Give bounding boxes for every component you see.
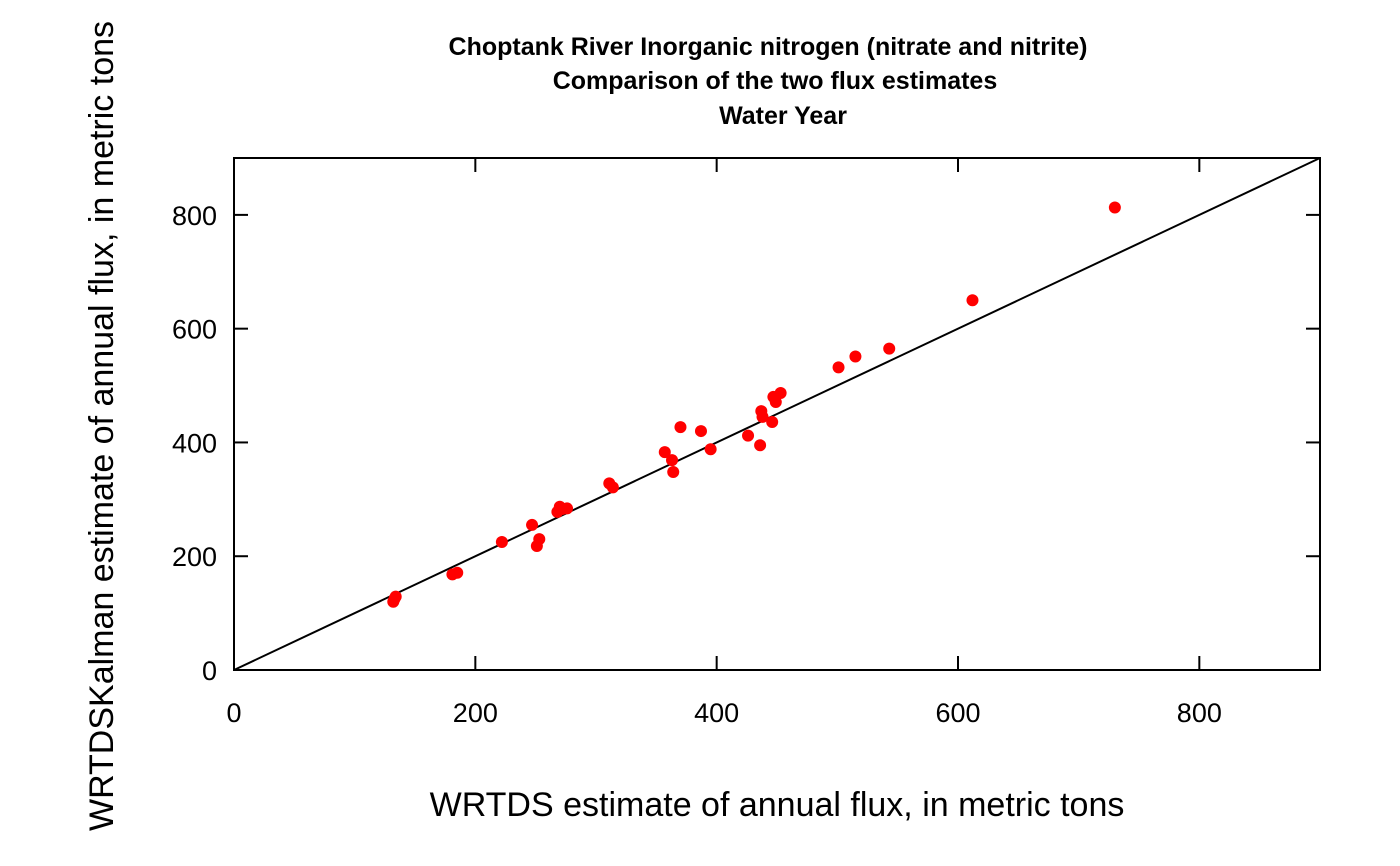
data-point [832, 361, 845, 374]
y-axis-label: WRTDSKalman estimate of annual flux, in … [83, 21, 121, 831]
chart-title: Choptank River Inorganic nitrogen (nitra… [449, 33, 1088, 130]
data-point [526, 518, 539, 531]
data-point [533, 533, 546, 546]
data-point [883, 342, 896, 355]
x-tick-label: 400 [694, 698, 739, 728]
data-point [966, 294, 979, 307]
data-point [451, 566, 464, 579]
data-point [769, 396, 782, 409]
data-point [666, 454, 679, 467]
data-point [389, 590, 402, 603]
data-points [387, 201, 1121, 608]
plot-frame [233, 157, 1321, 671]
x-axis: 0 200 400 600 800 [226, 158, 1222, 728]
data-point [766, 415, 779, 428]
y-tick-label: 600 [172, 315, 217, 345]
data-point [694, 425, 707, 438]
data-point [667, 466, 680, 479]
one-to-one-line [233, 157, 1321, 671]
title-line-1: Choptank River Inorganic nitrogen (nitra… [449, 33, 1088, 61]
y-tick-label: 0 [202, 656, 217, 686]
data-point [606, 481, 619, 494]
data-point [742, 429, 755, 442]
title-line-2: Comparison of the two flux estimates [553, 67, 998, 95]
x-tick-label: 0 [226, 698, 241, 728]
y-tick-label: 400 [172, 428, 217, 458]
y-axis: 0 200 400 600 800 [172, 201, 1320, 686]
x-tick-label: 600 [935, 698, 980, 728]
data-point [756, 410, 769, 423]
data-point [1108, 201, 1121, 214]
y-tick-label: 800 [172, 201, 217, 231]
x-axis-label: WRTDS estimate of annual flux, in metric… [430, 786, 1125, 824]
data-point [704, 443, 717, 456]
y-tick-label: 200 [172, 542, 217, 572]
data-point [774, 386, 787, 399]
data-point [754, 439, 767, 452]
data-point [658, 446, 671, 459]
data-point [674, 421, 687, 434]
data-point [849, 350, 862, 363]
reference-line-group [233, 157, 1321, 671]
x-tick-label: 800 [1177, 698, 1222, 728]
data-point [561, 502, 574, 515]
x-tick-label: 200 [453, 698, 498, 728]
data-point [495, 536, 508, 548]
title-line-3: Water Year [719, 102, 847, 130]
